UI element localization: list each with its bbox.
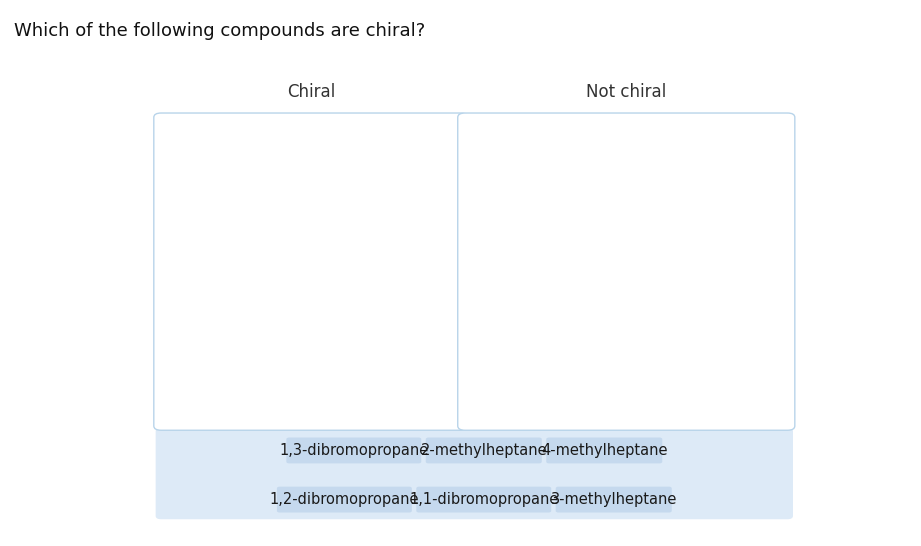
Text: Which of the following compounds are chiral?: Which of the following compounds are chi… bbox=[14, 22, 426, 40]
FancyBboxPatch shape bbox=[555, 486, 671, 513]
Text: 1,1-dibromopropane: 1,1-dibromopropane bbox=[409, 492, 558, 507]
Text: 3-methylheptane: 3-methylheptane bbox=[551, 492, 677, 507]
FancyBboxPatch shape bbox=[156, 428, 793, 519]
Text: 2-methylheptane: 2-methylheptane bbox=[421, 443, 547, 458]
FancyBboxPatch shape bbox=[286, 437, 421, 464]
FancyBboxPatch shape bbox=[277, 486, 412, 513]
Text: 4-methylheptane: 4-methylheptane bbox=[541, 443, 668, 458]
Text: 1,3-dibromopropane: 1,3-dibromopropane bbox=[279, 443, 428, 458]
FancyBboxPatch shape bbox=[416, 486, 552, 513]
FancyBboxPatch shape bbox=[154, 113, 468, 430]
FancyBboxPatch shape bbox=[458, 113, 795, 430]
FancyBboxPatch shape bbox=[546, 437, 662, 464]
Text: 1,2-dibromopropane: 1,2-dibromopropane bbox=[270, 492, 419, 507]
Text: Not chiral: Not chiral bbox=[586, 83, 667, 101]
FancyBboxPatch shape bbox=[426, 437, 542, 464]
Text: Chiral: Chiral bbox=[287, 83, 335, 101]
